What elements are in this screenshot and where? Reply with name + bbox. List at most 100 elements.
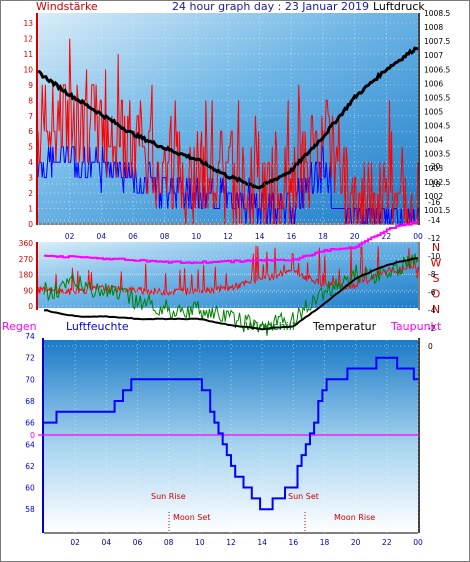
- compass-letter: N: [432, 241, 440, 254]
- compass-letter: O: [432, 288, 441, 301]
- sun-rise-label: Sun Rise: [151, 492, 186, 501]
- left-tick-label: 11: [23, 50, 33, 59]
- dewpoint-series: [44, 220, 419, 265]
- x-tick-label: 14: [257, 538, 267, 547]
- humidity-tick-label: 64: [25, 440, 35, 449]
- humidity-tick-label: 60: [25, 484, 35, 493]
- right-tick-label: 1008: [424, 23, 443, 32]
- left-tick-label: 3: [28, 174, 33, 183]
- x-tick-label: 16: [287, 232, 297, 241]
- direction-tick-label: 90: [23, 286, 33, 295]
- x-tick-label: 12: [226, 538, 236, 547]
- temperature-tick-label: -2: [428, 324, 436, 333]
- temperature-tick-label: -14: [428, 216, 440, 225]
- panel3-x-tick-labels: 02 04 06 08 10 12 14 16 18 20 22 00: [70, 538, 423, 547]
- left-tick-label: 12: [23, 34, 33, 43]
- luftfeuchte-label: Luftfeuchte: [66, 320, 129, 333]
- right-tick-label: 1004: [424, 136, 443, 145]
- moon-set-label: Moon Set: [173, 513, 210, 522]
- panel2-left-tick-labels: 0 90 180 270 360: [19, 239, 34, 311]
- windstaerke-label: Windstärke: [36, 0, 98, 13]
- direction-tick-label: 0: [28, 302, 33, 311]
- regen-label: Regen: [2, 320, 37, 333]
- left-tick-label: 6: [28, 127, 33, 136]
- temperature-tick-label: -8: [428, 270, 436, 279]
- temperature-line: [43, 257, 419, 331]
- humidity-series: [44, 356, 418, 511]
- temperature-tick-label: -4: [428, 306, 436, 315]
- panel1-x-tick-labels: 02 04 06 08 10 12 14 16 18 20 22 00: [65, 232, 423, 241]
- moon-rise-label: Moon Rise: [334, 513, 375, 522]
- left-tick-label: 13: [23, 19, 33, 28]
- x-tick-label: 06: [128, 232, 138, 241]
- dewpoint-line: [44, 220, 419, 265]
- humidity-line: [44, 356, 418, 511]
- x-tick-label: 02: [65, 232, 75, 241]
- x-tick-label: 16: [289, 538, 299, 547]
- right-tick-label: 1006: [424, 79, 443, 88]
- chart-title: 24 hour graph day : 23 Januar 2019: [172, 0, 369, 13]
- temperatur-label: Temperatur: [312, 320, 377, 333]
- panel3-grid: [44, 165, 419, 533]
- right-tick-label: 1004.5: [424, 122, 450, 131]
- left-tick-label: 0: [28, 220, 33, 229]
- x-tick-label: 08: [164, 538, 174, 547]
- humidity-tick-label: 62: [25, 462, 35, 471]
- left-tick-label: 7: [28, 112, 33, 121]
- x-tick-label: 20: [350, 232, 360, 241]
- temperature-tick-label: -20: [428, 162, 440, 171]
- right-tick-label: 1002.5: [424, 178, 450, 187]
- x-tick-label: 18: [320, 538, 330, 547]
- windchill-line: [43, 253, 419, 336]
- x-tick-label: 14: [255, 232, 265, 241]
- panel3-left-tick-labels: 58 60 62 64 66 68 70 72 74: [25, 332, 35, 514]
- left-tick-label: 1: [28, 205, 33, 214]
- direction-line: [37, 245, 419, 296]
- right-tick-label: 1002: [424, 192, 443, 201]
- humidity-tick-label: 58: [25, 505, 35, 514]
- humidity-tick-label: 72: [25, 354, 35, 363]
- direction-tick-label: 360: [19, 239, 34, 248]
- panel3-right-tick-labels: 0 -2 -4 -6 -8 -10 -12 -14 -16 -18 -20: [428, 162, 440, 351]
- compass-letter: S: [433, 272, 440, 285]
- compass-letter: N: [432, 303, 440, 316]
- x-tick-label: 22: [382, 232, 392, 241]
- temperature-series: [43, 257, 419, 331]
- x-tick-label: 02: [70, 538, 80, 547]
- x-tick-label: 06: [133, 538, 143, 547]
- temperature-tick-label: -16: [428, 198, 440, 207]
- x-tick-label: 18: [318, 232, 328, 241]
- x-tick-label: 22: [382, 538, 392, 547]
- humidity-tick-label: 70: [25, 375, 35, 384]
- direction-tick-label: 270: [19, 255, 34, 264]
- left-tick-label: 8: [28, 96, 33, 105]
- left-tick-label: 10: [23, 65, 33, 74]
- wind-line: [37, 38, 419, 225]
- x-tick-label: 00: [413, 538, 423, 547]
- humidity-tick-label: 74: [25, 332, 35, 341]
- temperature-tick-label: -12: [428, 234, 440, 243]
- right-tick-label: 1001.5: [424, 206, 450, 215]
- wind-direction-series: [37, 245, 419, 296]
- right-tick-label: 1007.5: [424, 37, 450, 46]
- right-tick-label: 1005: [424, 108, 443, 117]
- right-tick-label: 1003: [424, 164, 443, 173]
- x-tick-label: 00: [413, 232, 423, 241]
- right-tick-label: 1007: [424, 51, 443, 60]
- humidity-tick-label: 68: [25, 397, 35, 406]
- temperature-tick-label: -18: [428, 180, 440, 189]
- luftdruck-label: Luftdruck: [373, 0, 425, 13]
- temperature-tick-label: -6: [428, 288, 436, 297]
- left-tick-label: 4: [28, 158, 33, 167]
- right-tick-label: 1006.5: [424, 65, 450, 74]
- x-tick-label: 10: [192, 232, 202, 241]
- sun-set-label: Sun Set: [288, 492, 319, 501]
- x-tick-label: 08: [160, 232, 170, 241]
- pressure-series: [37, 46, 419, 190]
- x-tick-label: 04: [97, 232, 107, 241]
- windchill-series: [43, 253, 419, 336]
- gust-line: [37, 146, 419, 225]
- wind-speed-series: [37, 38, 419, 225]
